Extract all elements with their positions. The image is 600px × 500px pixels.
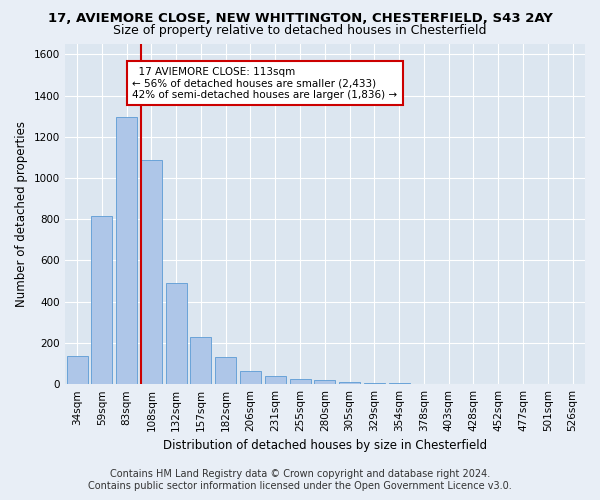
- Bar: [364, 382, 385, 384]
- Bar: [141, 160, 162, 384]
- Bar: [116, 117, 137, 384]
- Bar: [67, 356, 88, 384]
- Text: 17, AVIEMORE CLOSE, NEW WHITTINGTON, CHESTERFIELD, S43 2AY: 17, AVIEMORE CLOSE, NEW WHITTINGTON, CHE…: [47, 12, 553, 24]
- Bar: [240, 371, 261, 384]
- Bar: [339, 382, 360, 384]
- Text: 17 AVIEMORE CLOSE: 113sqm
← 56% of detached houses are smaller (2,433)
42% of se: 17 AVIEMORE CLOSE: 113sqm ← 56% of detac…: [132, 66, 397, 100]
- Bar: [265, 376, 286, 384]
- X-axis label: Distribution of detached houses by size in Chesterfield: Distribution of detached houses by size …: [163, 440, 487, 452]
- Text: Contains HM Land Registry data © Crown copyright and database right 2024.
Contai: Contains HM Land Registry data © Crown c…: [88, 470, 512, 491]
- Bar: [91, 216, 112, 384]
- Bar: [290, 378, 311, 384]
- Bar: [215, 358, 236, 384]
- Bar: [314, 380, 335, 384]
- Bar: [166, 283, 187, 384]
- Bar: [190, 337, 211, 384]
- Bar: [389, 383, 410, 384]
- Text: Size of property relative to detached houses in Chesterfield: Size of property relative to detached ho…: [113, 24, 487, 37]
- Y-axis label: Number of detached properties: Number of detached properties: [15, 121, 28, 307]
